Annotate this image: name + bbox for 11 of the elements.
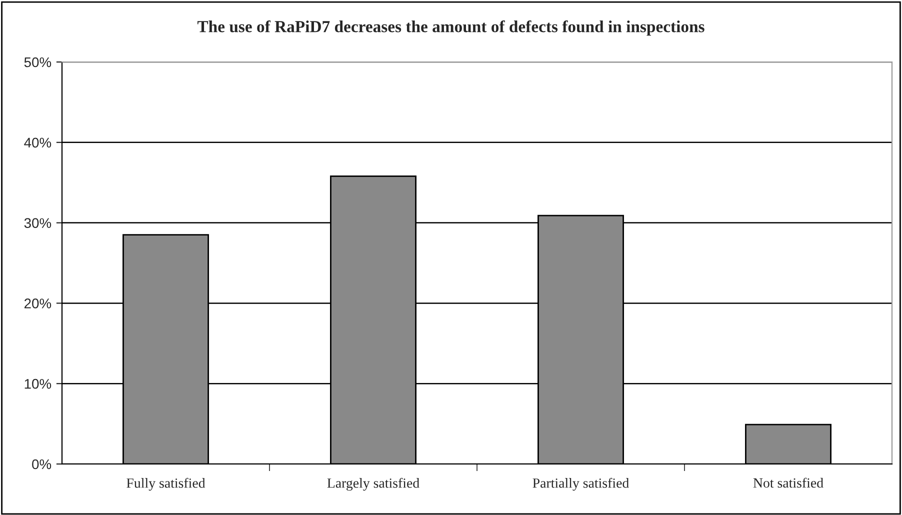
- y-tick-label: 10%: [24, 378, 52, 389]
- y-tick-label: 40%: [24, 138, 52, 148]
- x-tick-label: Fully satisfied: [126, 478, 206, 491]
- x-tick-label: Largely satisfied: [327, 478, 420, 491]
- chart-title: The use of RaPiD7 decreases the amount of defects found in inspections: [197, 20, 704, 36]
- x-tick-label: Not satisfied: [753, 478, 824, 488]
- x-tick-label: Partially satisfied: [532, 478, 629, 491]
- y-tick-label: 30%: [24, 218, 52, 228]
- y-tick-label: 50%: [24, 57, 52, 68]
- y-tick-label: 20%: [24, 298, 52, 308]
- y-tick-label: 0%: [32, 459, 52, 470]
